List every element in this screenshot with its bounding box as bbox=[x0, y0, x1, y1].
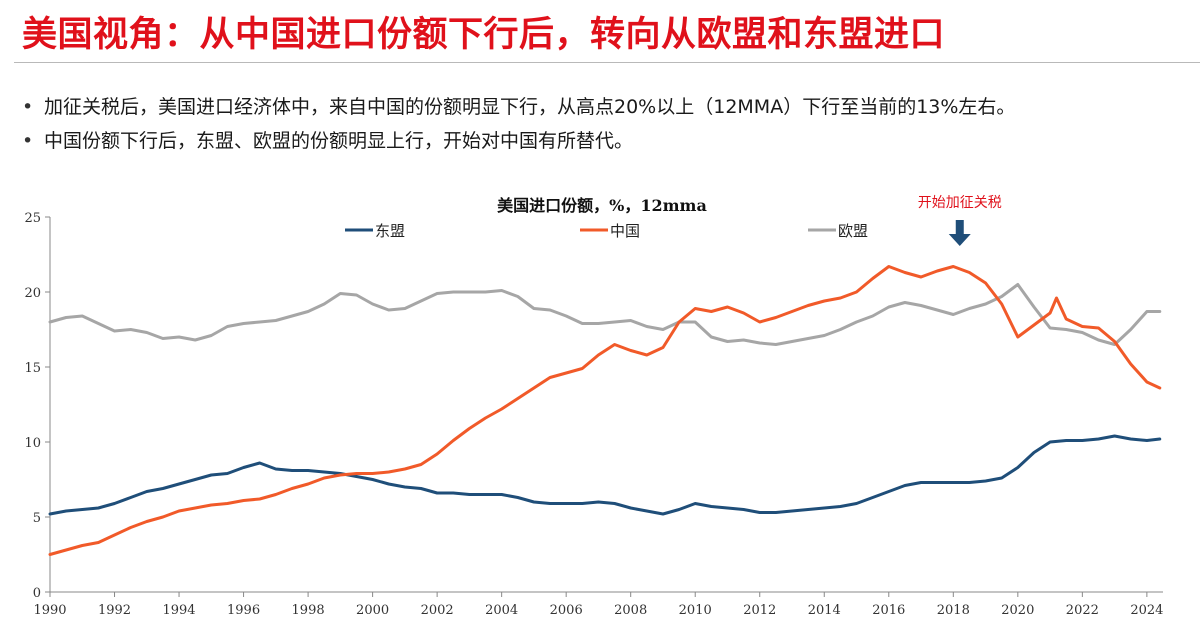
chart-legend: 东盟 中国 欧盟 bbox=[345, 222, 868, 240]
x-tick-label: 2008 bbox=[614, 603, 647, 618]
annotation-text: 开始加征关税 bbox=[918, 195, 1002, 211]
legend-label: 中国 bbox=[610, 222, 640, 240]
y-tick-label: 20 bbox=[24, 286, 41, 301]
import-share-line-chart: 0 5 10 15 20 25 1990 1992 1994 1996 1998 2000 2002 20… bbox=[24, 195, 1163, 618]
series-line-2 bbox=[48, 283, 1162, 346]
chart-series bbox=[48, 265, 1162, 556]
x-tick-label: 1994 bbox=[162, 603, 195, 618]
title-divider bbox=[14, 62, 1200, 63]
series-line-0 bbox=[48, 434, 1162, 516]
chart-axes: 0 5 10 15 20 25 1990 1992 1994 1996 1998 2000 2002 20… bbox=[24, 211, 1163, 618]
x-tick-label: 1990 bbox=[33, 603, 66, 618]
y-tick-label: 15 bbox=[24, 361, 41, 376]
x-tick-label: 1996 bbox=[227, 603, 260, 618]
y-tick-label: 25 bbox=[24, 211, 41, 226]
x-tick-label: 1992 bbox=[98, 603, 131, 618]
series-line-1 bbox=[48, 265, 1162, 556]
x-tick-label: 2012 bbox=[743, 603, 776, 618]
bullet-item: 中国份额下行后，东盟、欧盟的份额明显上行，开始对中国有所替代。 bbox=[20, 124, 1015, 158]
bullet-list: 加征关税后，美国进口经济体中，来自中国的份额明显下行，从高点20%以上（12MM… bbox=[20, 90, 1015, 158]
legend-label: 东盟 bbox=[375, 222, 405, 240]
y-tick-label: 5 bbox=[33, 511, 41, 526]
x-tick-label: 2018 bbox=[937, 603, 970, 618]
x-tick-label: 2010 bbox=[679, 603, 712, 618]
x-tick-label: 2000 bbox=[356, 603, 389, 618]
chart-title: 美国进口份额，%，12mma bbox=[497, 196, 707, 215]
legend-label: 欧盟 bbox=[838, 222, 868, 240]
x-tick-label: 2020 bbox=[1001, 603, 1034, 618]
tariff-annotation: 开始加征关税 bbox=[918, 195, 1002, 246]
x-tick-label: 2024 bbox=[1130, 603, 1163, 618]
x-tick-label: 2006 bbox=[550, 603, 583, 618]
x-tick-label: 2014 bbox=[808, 603, 841, 618]
x-tick-label: 2002 bbox=[421, 603, 454, 618]
slide-title: 美国视角：从中国进口份额下行后，转向从欧盟和东盟进口 bbox=[22, 15, 946, 55]
down-arrow-icon bbox=[948, 220, 971, 246]
x-tick-label: 2022 bbox=[1066, 603, 1099, 618]
bullet-item: 加征关税后，美国进口经济体中，来自中国的份额明显下行，从高点20%以上（12MM… bbox=[20, 90, 1015, 124]
y-tick-label: 0 bbox=[33, 586, 41, 601]
x-tick-label: 2004 bbox=[485, 603, 518, 618]
x-tick-label: 2016 bbox=[872, 603, 905, 618]
y-tick-label: 10 bbox=[24, 436, 41, 451]
x-tick-label: 1998 bbox=[292, 603, 325, 618]
